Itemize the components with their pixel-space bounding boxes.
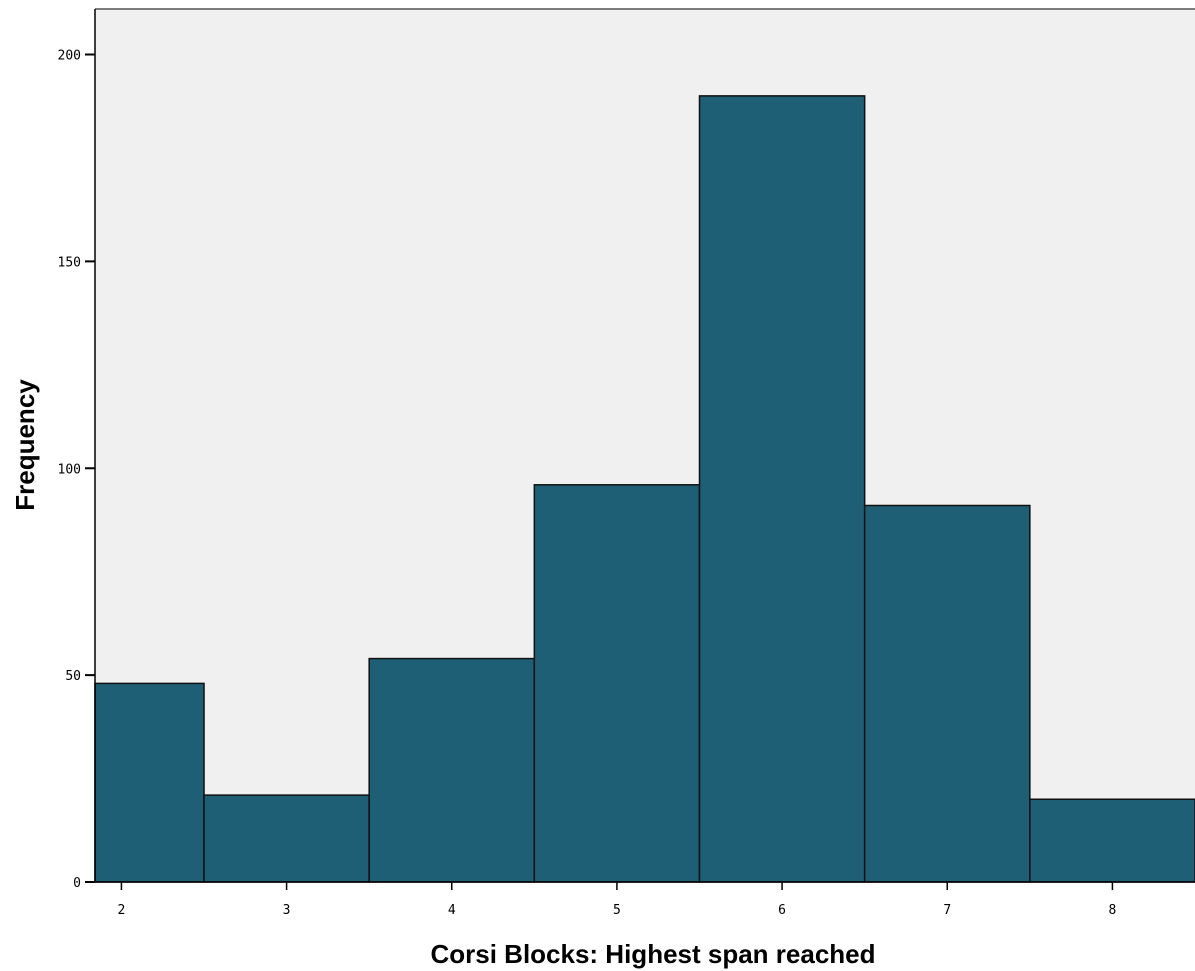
bar-5 [533, 484, 701, 883]
x-tick-label-7: 7 [943, 903, 951, 918]
x-axis: 2 3 4 5 6 7 8 [95, 881, 1195, 918]
bar-8 [1029, 798, 1195, 883]
x-tick-label-2: 2 [118, 903, 126, 918]
y-tick-label-0: 0 [73, 876, 81, 891]
y-tick-label-150: 150 [58, 255, 81, 270]
y-tick-label-50: 50 [65, 669, 81, 684]
bar-4 [368, 657, 536, 883]
y-axis: 0 50 100 150 200 [58, 9, 96, 891]
x-tick-label-5: 5 [613, 903, 621, 918]
y-tick-label-200: 200 [58, 49, 81, 64]
y-axis-title: Frequency [10, 379, 40, 511]
x-tick-label-4: 4 [448, 903, 456, 918]
bars-group [94, 8, 1195, 883]
bar-3 [203, 794, 370, 883]
x-tick-label-3: 3 [283, 903, 291, 918]
y-tick-label-100: 100 [58, 462, 81, 477]
bar-6 [698, 95, 866, 883]
x-tick-label-6: 6 [778, 903, 786, 918]
bar-7 [863, 504, 1031, 883]
x-axis-title: Corsi Blocks: Highest span reached [430, 939, 875, 969]
bar-2 [94, 682, 205, 883]
x-tick-label-8: 8 [1109, 903, 1117, 918]
